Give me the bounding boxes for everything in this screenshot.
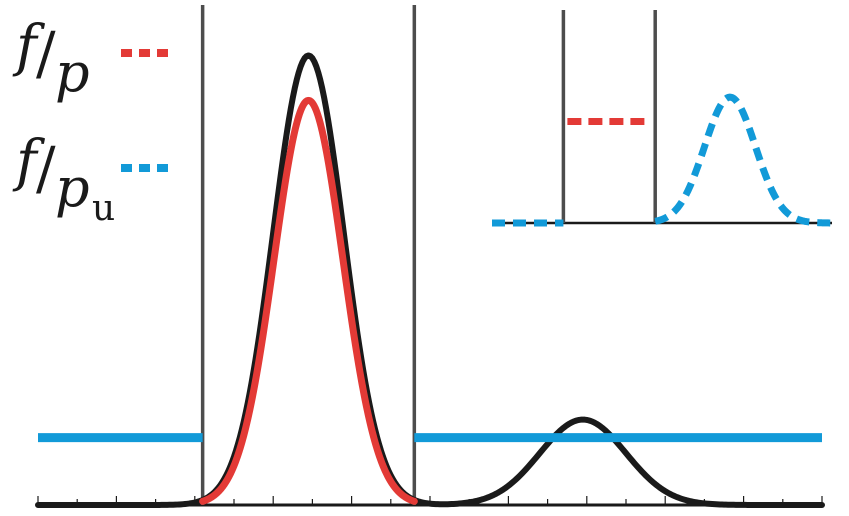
legend-label-denominator: p — [55, 41, 90, 104]
legend-entry: f / p — [12, 14, 173, 104]
legend: f / p f / p u — [12, 14, 173, 229]
legend-entry: f / p u — [12, 129, 173, 229]
main-series-line-black — [35, 52, 825, 508]
main-plot — [35, 5, 825, 508]
legend-label-slash: / — [36, 134, 56, 202]
inset-plot — [488, 10, 835, 227]
legend-label-slash: / — [36, 19, 56, 87]
inset-series-line-blue — [652, 93, 835, 227]
main-series-line-red — [199, 96, 418, 505]
legend-label-denominator: p — [55, 156, 90, 219]
legend-label-subscript: u — [92, 188, 115, 229]
